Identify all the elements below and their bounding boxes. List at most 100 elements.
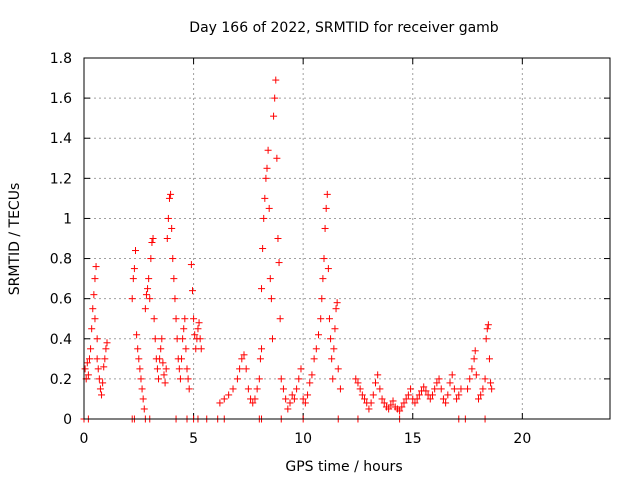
data-point (329, 375, 337, 383)
data-point (415, 391, 423, 399)
data-point (238, 355, 246, 363)
data-point (407, 385, 415, 393)
data-point (179, 335, 187, 343)
data-point (170, 275, 178, 283)
data-point (320, 255, 328, 263)
x-tick-label: 5 (189, 431, 198, 447)
data-point (262, 174, 270, 182)
data-point (274, 235, 282, 242)
data-point (229, 385, 237, 393)
data-point (188, 287, 196, 295)
data-point (225, 391, 233, 399)
data-point (102, 345, 110, 353)
data-point (168, 224, 176, 232)
data-point (301, 399, 309, 407)
data-point (249, 399, 257, 407)
y-tick-label: 1.4 (50, 131, 72, 147)
data-point (148, 239, 156, 247)
data-point (83, 359, 91, 367)
data-point (299, 395, 307, 403)
data-point (385, 405, 393, 413)
data-point (84, 371, 92, 379)
data-point (244, 385, 252, 393)
data-point (333, 299, 341, 307)
data-point (191, 331, 199, 339)
data-point (94, 365, 102, 373)
data-point (178, 355, 186, 363)
data-point (184, 375, 192, 383)
data-point (149, 235, 157, 242)
data-point (428, 391, 436, 399)
data-point (312, 345, 320, 353)
data-point (297, 365, 305, 373)
data-point (240, 351, 248, 359)
data-point (288, 391, 296, 399)
data-point (85, 355, 93, 363)
data-point (93, 335, 101, 343)
tick-labels: 0 0.2 0.4 0.6 0.8 1 1.2 1.4 1.6 1.8 0 5 10 15 20 (50, 51, 532, 447)
data-point (146, 295, 154, 303)
y-axis-label: SRMTID / TECUs (7, 183, 23, 296)
data-point (167, 190, 175, 198)
data-point (220, 395, 228, 403)
data-point (91, 315, 99, 323)
data-point (258, 345, 266, 353)
data-point (276, 315, 284, 323)
data-point (378, 395, 386, 403)
data-point (472, 371, 480, 379)
data-point (267, 295, 275, 303)
data-point (194, 325, 202, 333)
data-point (144, 285, 152, 293)
data-point (367, 399, 375, 407)
data-point (398, 403, 406, 411)
data-point (196, 335, 204, 343)
data-point (455, 391, 463, 399)
data-point (479, 385, 487, 393)
x-tick-label: 0 (80, 431, 89, 447)
data-point (361, 395, 369, 403)
data-point (433, 379, 441, 387)
data-point (354, 379, 362, 387)
y-tick-label: 1.6 (50, 91, 72, 107)
data-point (466, 375, 474, 383)
data-point (457, 385, 465, 393)
data-point (487, 379, 495, 387)
data-point (251, 395, 259, 403)
data-point (290, 395, 298, 403)
data-point (371, 379, 379, 387)
data-point (308, 371, 316, 379)
data-point (295, 375, 303, 383)
data-point (98, 391, 106, 399)
data-point (482, 335, 490, 343)
data-point (380, 399, 388, 407)
data-point (130, 265, 138, 273)
y-tick-label: 0.6 (50, 292, 72, 308)
data-point (271, 94, 279, 102)
data-point (233, 375, 241, 383)
data-point (242, 365, 250, 373)
data-point (150, 315, 158, 323)
data-point (133, 331, 141, 339)
data-point (142, 291, 150, 299)
data-point (89, 305, 97, 313)
data-point (129, 275, 137, 283)
data-point (352, 375, 360, 383)
data-point (327, 335, 335, 343)
data-point (471, 347, 479, 355)
data-point (437, 385, 445, 393)
data-point (273, 154, 281, 162)
data-point (263, 164, 271, 172)
data-point (260, 214, 268, 222)
data-point (426, 395, 434, 403)
data-point (286, 399, 294, 407)
x-tick-label: 15 (404, 431, 422, 447)
data-point (156, 355, 164, 363)
data-point (272, 76, 280, 84)
data-point (169, 255, 177, 263)
data-point (164, 214, 172, 222)
data-point (92, 263, 100, 271)
x-tick-label: 20 (513, 431, 531, 447)
data-point (448, 371, 456, 379)
data-point (332, 305, 340, 313)
data-point (187, 261, 195, 269)
